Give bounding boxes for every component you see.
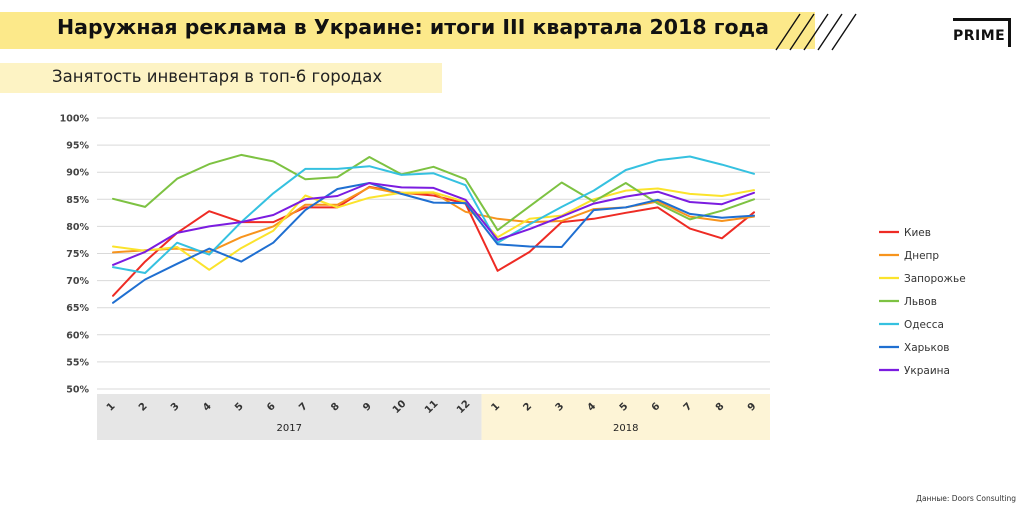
y-tick-label: 65% (66, 303, 89, 314)
year-label-2017: 2017 (277, 423, 302, 434)
chart-subtitle: Занятость инвентаря в топ-6 городах (52, 67, 383, 86)
y-tick-label: 100% (60, 114, 90, 125)
legend-label: Запорожье (904, 273, 966, 285)
y-tick-label: 90% (66, 168, 89, 179)
legend-label: Одесса (904, 319, 944, 331)
y-tick-label: 70% (66, 276, 89, 287)
legend-label: Днепр (904, 250, 939, 262)
legend-label: Харьков (904, 342, 949, 354)
source-note: Данные: Doors Consulting (916, 494, 1016, 503)
y-tick-label: 95% (66, 141, 89, 152)
legend-label: Украина (904, 365, 950, 377)
series-line-Украина (112, 182, 755, 266)
y-tick-label: 80% (66, 222, 89, 233)
series-line-Киев (112, 185, 755, 297)
title-banner (0, 12, 815, 49)
year-band-2018 (481, 394, 770, 440)
year-label-2018: 2018 (613, 423, 638, 434)
page-title: Наружная реклама в Украине: итоги III кв… (57, 15, 769, 39)
hatch-decoration (775, 13, 857, 51)
series-line-Львов (112, 153, 755, 232)
y-tick-label: 60% (66, 330, 89, 341)
year-band-2017 (97, 394, 482, 440)
logo-frame (953, 18, 1011, 47)
subtitle-banner (0, 63, 442, 93)
logo-text: PRIME (953, 28, 1006, 44)
series-line-Днепр (112, 186, 755, 254)
y-tick-label: 85% (66, 195, 89, 206)
series-line-Запорожье (112, 187, 755, 271)
y-tick-label: 55% (66, 357, 89, 368)
legend: Киев Днепр Запорожье Львов Одесса Харьков Укра… (879, 227, 966, 377)
legend-label: Киев (904, 227, 931, 239)
y-tick-label: 50% (66, 385, 89, 396)
series-lines (112, 153, 755, 304)
series-line-Харьков (112, 182, 755, 304)
y-tick-label: 75% (66, 249, 89, 260)
prime-logo: PRIME (953, 18, 1015, 49)
legend-label: Львов (904, 296, 937, 308)
year-bands (97, 394, 770, 440)
y-axis-ticks: 50% 55% 60% 65% 70% 75% 80% 85% 90% 95% 100% (60, 114, 90, 396)
series-line-Одесса (112, 155, 755, 274)
year-labels: 2017 2018 (277, 423, 639, 434)
